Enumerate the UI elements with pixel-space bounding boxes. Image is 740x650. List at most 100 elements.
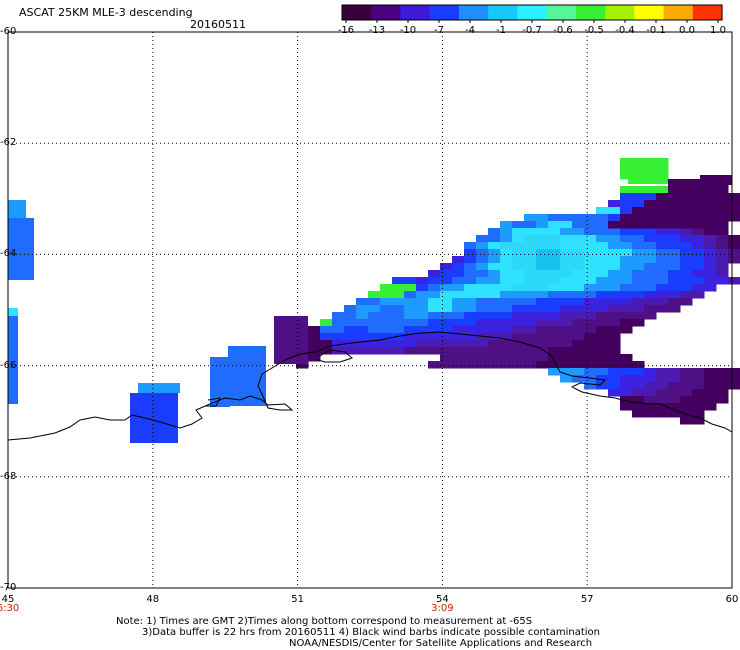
wind-cell <box>500 235 513 243</box>
wind-cell <box>584 298 597 306</box>
wind-cell <box>344 333 357 341</box>
wind-cell <box>572 249 585 257</box>
wind-cell <box>488 298 501 306</box>
wind-cell <box>584 235 597 243</box>
wind-cell <box>716 207 729 215</box>
wind-cell <box>500 291 513 299</box>
wind-cell <box>524 326 537 334</box>
wind-cell <box>524 305 537 313</box>
wind-cell <box>644 256 657 264</box>
wind-cell <box>320 319 333 327</box>
wind-cell <box>536 312 549 320</box>
wind-cell <box>620 389 633 397</box>
wind-cell <box>692 277 705 285</box>
wind-cell <box>596 298 609 306</box>
wind-cell <box>488 242 501 250</box>
wind-cell <box>476 333 489 341</box>
wind-cell <box>524 319 537 327</box>
wind-cell <box>464 256 477 264</box>
wind-cell <box>668 242 681 250</box>
wind-cell <box>656 410 669 418</box>
wind-cell <box>668 298 681 306</box>
wind-cell <box>668 249 681 257</box>
wind-cell <box>368 340 381 348</box>
wind-cell <box>656 368 669 376</box>
wind-cell <box>572 221 585 229</box>
wind-cell <box>428 326 441 334</box>
wind-cell <box>500 361 513 369</box>
wind-cell <box>620 403 633 411</box>
wind-cell <box>668 179 681 187</box>
wind-cell <box>452 340 465 348</box>
wind-cell <box>476 340 489 348</box>
wind-cell <box>632 277 645 285</box>
wind-cell <box>476 277 489 285</box>
wind-cell <box>668 228 681 236</box>
wind-cell <box>656 242 669 250</box>
wind-cell <box>452 312 465 320</box>
wind-cell <box>392 277 405 285</box>
wind-cell <box>210 357 230 407</box>
wind-cell <box>560 361 573 369</box>
wind-cell <box>668 214 681 222</box>
wind-cell <box>692 242 705 250</box>
wind-cell <box>512 312 525 320</box>
wind-cell <box>680 375 693 383</box>
wind-data-cells <box>8 158 740 443</box>
wind-cell <box>596 277 609 285</box>
wind-cell <box>500 354 513 362</box>
wind-cell <box>440 333 453 341</box>
wind-cell <box>692 403 705 411</box>
wind-cell <box>512 319 525 327</box>
wind-cell <box>560 326 573 334</box>
wind-cell <box>596 382 609 390</box>
wind-cell <box>512 249 525 257</box>
wind-cell <box>668 193 681 201</box>
wind-cell <box>464 361 477 369</box>
wind-cell <box>644 410 657 418</box>
wind-cell <box>416 305 429 313</box>
wind-cell <box>404 319 417 327</box>
wind-cell <box>392 347 405 355</box>
wind-cell <box>632 207 645 215</box>
wind-cell <box>572 361 585 369</box>
wind-cell <box>692 256 705 264</box>
wind-cell <box>536 361 549 369</box>
wind-cell <box>656 186 669 194</box>
wind-cell <box>620 312 633 320</box>
wind-cell <box>644 298 657 306</box>
wind-cell <box>428 333 441 341</box>
antarctic-coastline <box>7 331 733 441</box>
wind-cell <box>548 228 561 236</box>
wind-cell <box>680 298 693 306</box>
wind-cell <box>500 347 513 355</box>
wind-cell <box>548 235 561 243</box>
wind-cell <box>536 305 549 313</box>
wind-cell <box>692 207 705 215</box>
wind-cell <box>524 221 537 229</box>
wind-cell <box>380 333 393 341</box>
wind-cell <box>668 270 681 278</box>
wind-cell <box>476 305 489 313</box>
note-line-1: Note: 1) Times are GMT 2)Times along bot… <box>116 616 533 627</box>
wind-cell <box>656 235 669 243</box>
wind-cell <box>656 382 669 390</box>
wind-cell <box>8 218 34 280</box>
colorbar-tick-label: -16 <box>337 25 355 36</box>
wind-cell <box>620 242 633 250</box>
wind-cell <box>440 305 453 313</box>
wind-cell <box>440 347 453 355</box>
wind-cell <box>440 263 453 271</box>
wind-cell <box>512 340 525 348</box>
wind-cell <box>620 256 633 264</box>
wind-cell <box>716 221 729 229</box>
wind-cell <box>416 347 429 355</box>
wind-cell <box>692 235 705 243</box>
wind-cell <box>332 326 345 334</box>
colorbar-tick-label: -0.5 <box>584 25 604 36</box>
wind-cell <box>584 284 597 292</box>
wind-cell <box>452 354 465 362</box>
wind-cell <box>548 340 561 348</box>
latitude-label: -60 <box>0 26 17 37</box>
